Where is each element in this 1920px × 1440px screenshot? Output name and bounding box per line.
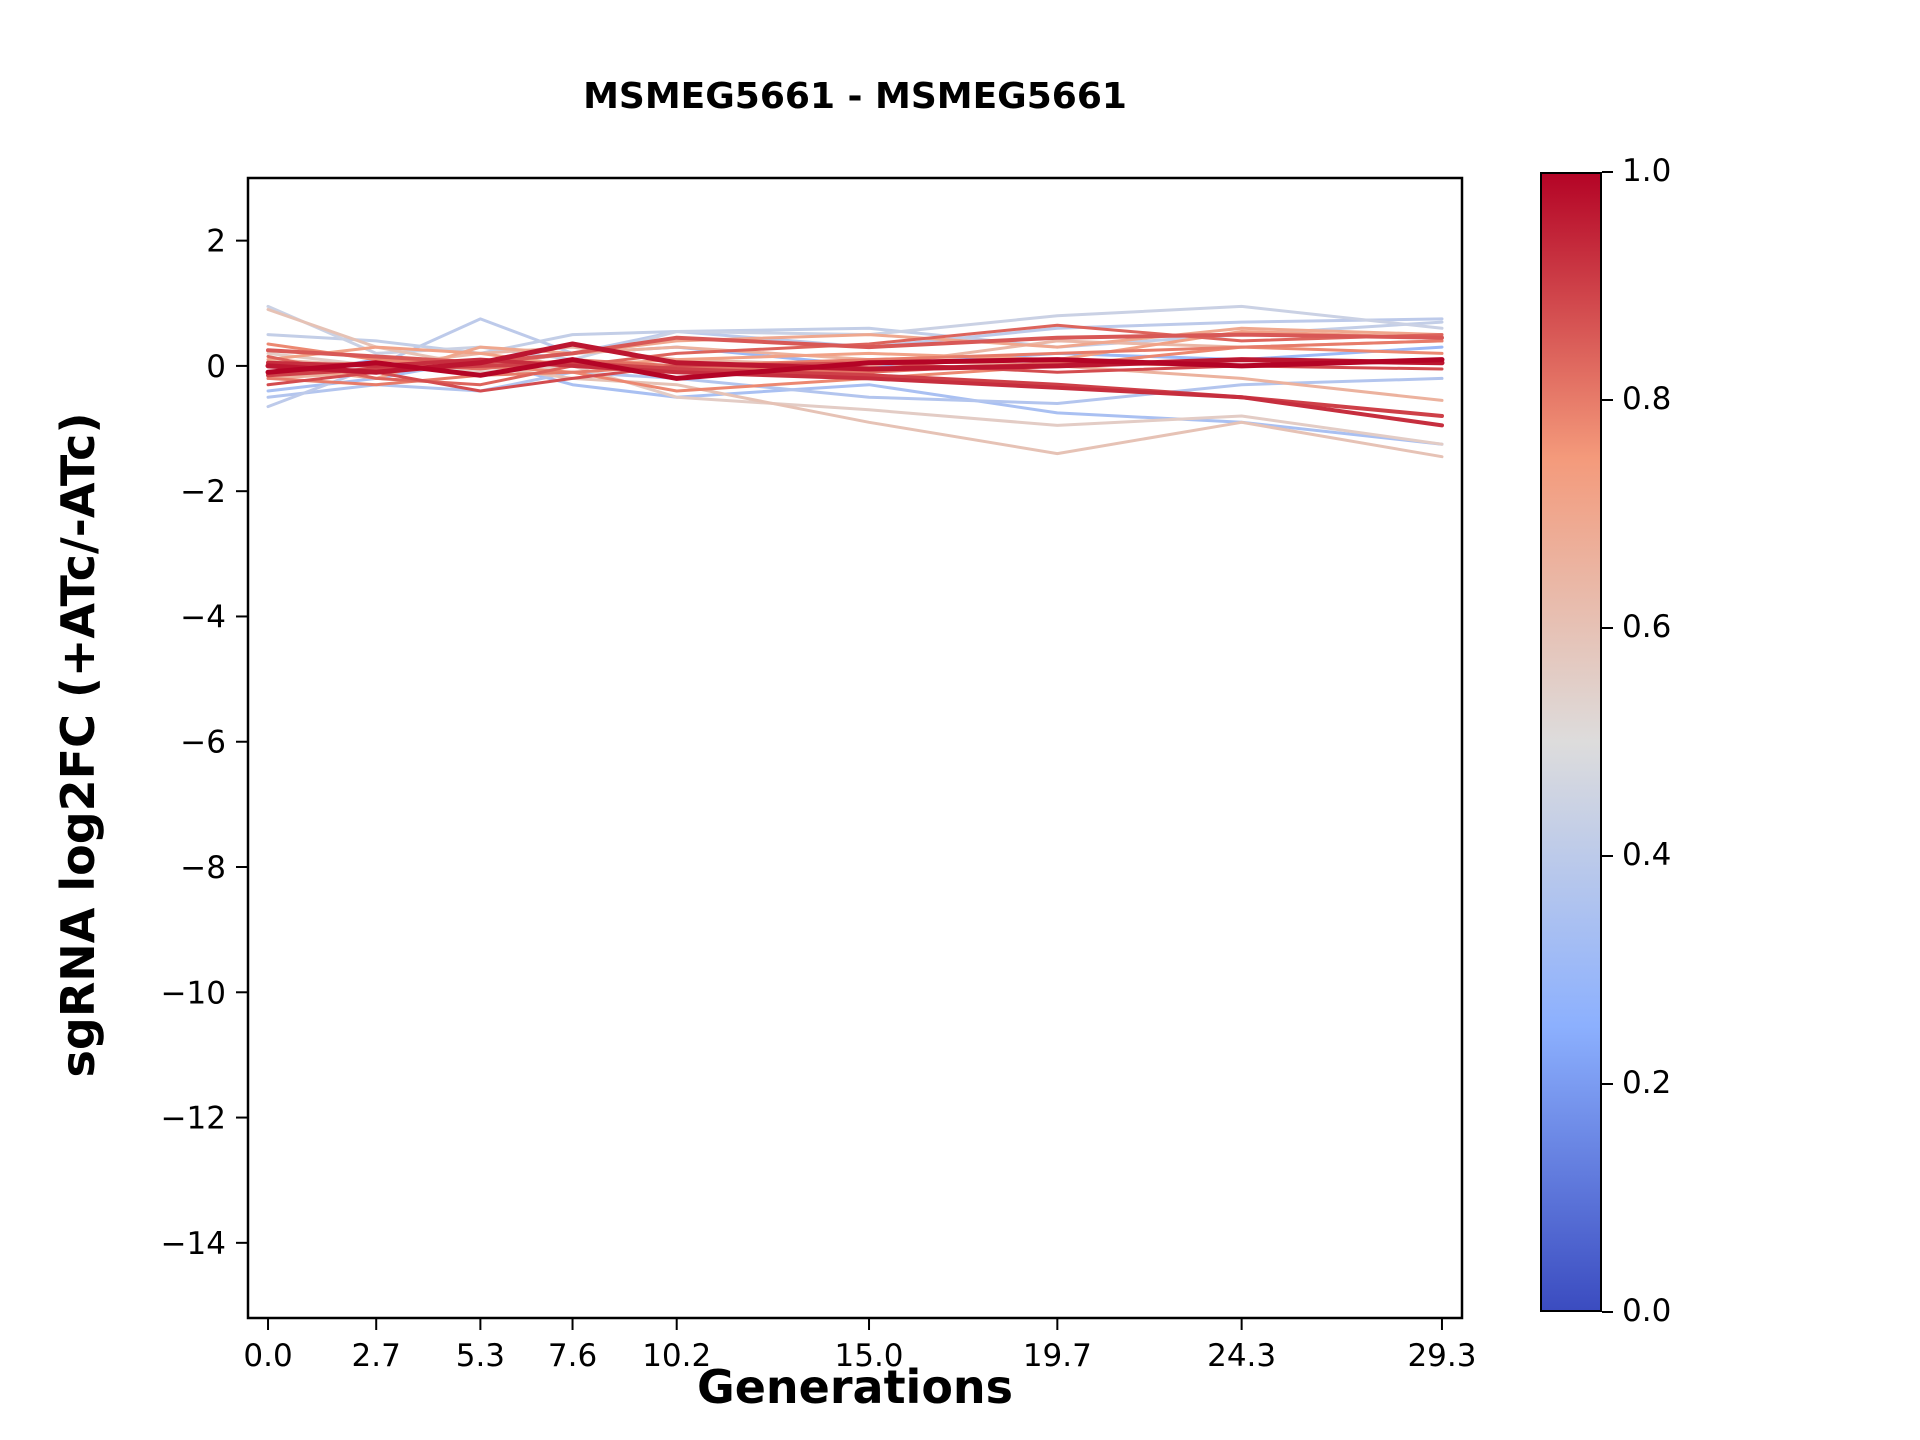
x-tick-label: 10.2 [642,1338,711,1374]
x-tick-label: 2.7 [352,1338,401,1374]
colorbar-tick [1602,627,1613,629]
colorbar-tick-label: 0.6 [1622,609,1672,645]
y-tick-label: −14 [161,1226,226,1262]
x-tick-label: 15.0 [835,1338,904,1374]
y-tick-label: −4 [180,599,226,635]
colorbar [1540,172,1602,1312]
y-axis-label: sgRNA log2FC (+ATc/-ATc) [51,412,105,1078]
x-tick-label: 29.3 [1407,1338,1476,1374]
x-tick-label: 5.3 [456,1338,505,1374]
x-tick-label: 7.6 [548,1338,597,1374]
colorbar-tick [1602,855,1613,857]
y-tick-label: 0 [206,349,226,385]
y-tick-label: −8 [180,850,226,886]
x-tick-label: 24.3 [1207,1338,1276,1374]
colorbar-tick [1602,399,1613,401]
colorbar-tick [1602,171,1613,173]
y-tick-label: 2 [206,224,226,260]
series-line [266,342,1444,393]
chart-title: MSMEG5661 - MSMEG5661 [583,76,1127,117]
plot-border [246,176,1464,1320]
colorbar-tick-label: 0.4 [1622,837,1672,873]
colorbar-tick [1602,1083,1613,1085]
y-tick-label: −6 [180,725,226,761]
x-tick-label: 0.0 [243,1338,292,1374]
y-tick-label: −2 [180,474,226,510]
colorbar-gradient [1542,174,1600,1310]
series-line [266,332,1444,365]
colorbar-tick-label: 0.8 [1622,381,1672,417]
series-line [266,304,1444,362]
y-tick-label: −10 [161,975,226,1011]
series-line [266,308,1444,459]
x-axis-label: Generations [696,1360,1014,1414]
x-tick-label: 19.7 [1023,1338,1092,1374]
series-line [266,357,1444,428]
colorbar-tick-label: 1.0 [1622,153,1672,189]
series-line [266,361,1444,393]
colorbar-tick-label: 0.2 [1622,1065,1672,1101]
colorbar-tick [1602,1311,1613,1313]
series-line [266,330,1444,368]
series-line [265,357,1445,381]
colorbar-tick-label: 0.0 [1622,1293,1672,1329]
y-tick-label: −12 [161,1101,226,1137]
